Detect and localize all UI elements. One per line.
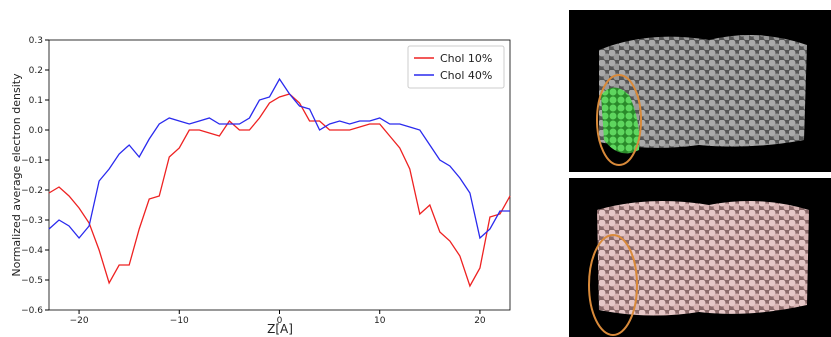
membrane-pink bbox=[597, 201, 809, 316]
x-tick-label: 10 bbox=[374, 316, 386, 326]
y-tick-label: −0.2 bbox=[21, 186, 43, 196]
x-tick-label: −20 bbox=[70, 316, 89, 326]
x-tick-label: 0 bbox=[277, 316, 283, 326]
y-tick-label: −0.4 bbox=[21, 246, 43, 256]
x-tick-label: −10 bbox=[170, 316, 189, 326]
legend-label: Chol 40% bbox=[440, 69, 492, 82]
y-tick-label: −0.3 bbox=[21, 216, 43, 226]
line-series bbox=[49, 79, 510, 238]
line-series bbox=[49, 94, 510, 286]
y-tick-label: 0.2 bbox=[29, 66, 43, 76]
page: {"chart_data": {"type": "line", "xlabel"… bbox=[0, 0, 831, 337]
x-tick-label: 20 bbox=[474, 316, 486, 326]
legend-label: Chol 10% bbox=[440, 52, 492, 65]
y-tick-label: −0.6 bbox=[21, 306, 43, 316]
y-tick-label: −0.5 bbox=[21, 276, 43, 286]
molecule-images bbox=[569, 0, 831, 337]
y-tick-label: 0.0 bbox=[29, 126, 44, 136]
y-tick-label: 0.1 bbox=[29, 96, 43, 106]
chart: Z[A] Normalized average electron density… bbox=[0, 0, 545, 337]
y-tick-label: −0.1 bbox=[21, 156, 43, 166]
y-tick-label: 0.3 bbox=[29, 36, 43, 46]
